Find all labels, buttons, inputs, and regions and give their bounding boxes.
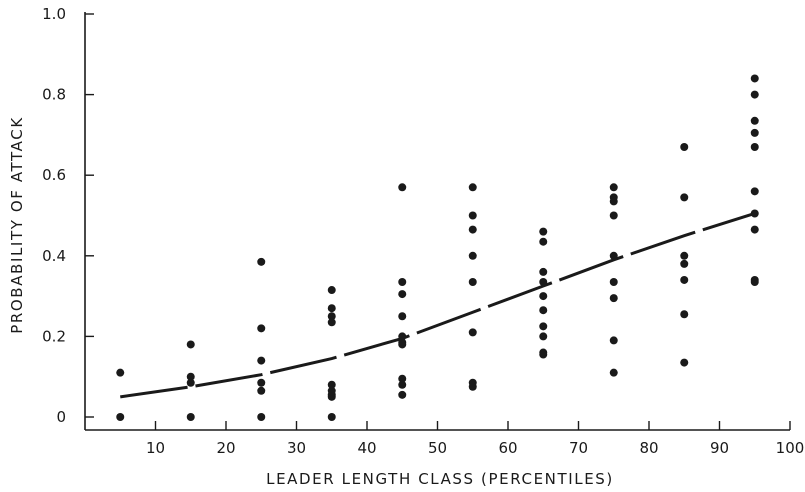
data-point <box>680 310 689 319</box>
data-point <box>539 306 548 315</box>
data-point <box>327 392 336 401</box>
data-point <box>609 294 618 303</box>
data-point <box>398 183 407 192</box>
y-axis-title: PROBABILITY OF ATTACK <box>8 116 26 334</box>
data-point <box>327 304 336 313</box>
data-point <box>750 74 759 83</box>
data-point <box>539 227 548 236</box>
data-point <box>750 277 759 286</box>
data-point <box>680 275 689 284</box>
data-point <box>468 225 477 234</box>
data-point <box>327 286 336 295</box>
data-point <box>539 277 548 286</box>
x-tick-label: 90 <box>710 439 729 457</box>
y-tick-label: 0.6 <box>42 166 66 184</box>
data-point <box>609 183 618 192</box>
data-point <box>468 277 477 286</box>
data-point <box>680 259 689 268</box>
data-point <box>186 340 195 349</box>
data-point <box>257 356 266 365</box>
data-point <box>186 372 195 381</box>
data-point <box>609 336 618 345</box>
data-point <box>750 209 759 218</box>
data-point <box>398 290 407 299</box>
y-axis-ticks: 0 0.2 0.4 0.6 0.8 1.0 <box>42 5 94 426</box>
data-point <box>539 267 548 276</box>
data-point <box>186 378 195 387</box>
y-tick-label: 0.4 <box>42 247 66 265</box>
data-point <box>398 390 407 399</box>
x-tick-label: 20 <box>216 439 235 457</box>
data-point <box>539 350 548 359</box>
data-point <box>257 257 266 266</box>
y-tick-label: 1.0 <box>42 5 66 23</box>
x-tick-label: 50 <box>428 439 447 457</box>
data-point <box>539 322 548 331</box>
data-point <box>750 90 759 99</box>
x-tick-label: 100 <box>776 439 805 457</box>
data-point <box>750 187 759 196</box>
x-tick-label: 60 <box>498 439 517 457</box>
fitted-curve <box>120 212 756 399</box>
data-point <box>680 358 689 367</box>
x-tick-label: 40 <box>357 439 376 457</box>
x-tick-label: 80 <box>639 439 658 457</box>
data-point <box>327 380 336 389</box>
data-point <box>398 374 407 383</box>
x-tick-label: 70 <box>569 439 588 457</box>
data-point <box>468 251 477 260</box>
data-point <box>257 413 266 421</box>
data-point <box>609 277 618 286</box>
data-points <box>116 74 759 421</box>
data-point <box>539 332 548 341</box>
data-point <box>257 386 266 395</box>
data-point <box>186 413 195 421</box>
fitted-curve-line <box>120 212 756 399</box>
data-point <box>257 378 266 387</box>
data-point <box>398 332 407 341</box>
data-point <box>468 328 477 337</box>
data-point <box>116 368 125 377</box>
data-point <box>327 312 336 321</box>
axes <box>84 12 790 431</box>
data-point <box>609 368 618 377</box>
data-point <box>327 318 336 327</box>
data-point <box>750 142 759 151</box>
data-point <box>468 183 477 192</box>
y-tick-label: 0.2 <box>42 327 66 345</box>
data-point <box>609 197 618 206</box>
data-point <box>539 237 548 246</box>
data-point <box>327 413 336 421</box>
data-point <box>398 340 407 349</box>
data-point <box>468 211 477 220</box>
y-tick-label: 0.8 <box>42 86 66 104</box>
data-point <box>398 277 407 286</box>
data-point <box>680 142 689 151</box>
data-point <box>116 413 125 421</box>
data-point <box>680 251 689 260</box>
data-point <box>398 380 407 389</box>
data-point <box>539 292 548 301</box>
data-point <box>750 225 759 234</box>
data-point <box>750 116 759 125</box>
data-point <box>468 382 477 391</box>
y-tick-label: 0 <box>56 408 66 426</box>
x-axis-title: LEADER LENGTH CLASS (PERCENTILES) <box>266 470 614 488</box>
x-tick-label: 10 <box>146 439 165 457</box>
data-point <box>680 193 689 202</box>
data-point <box>750 128 759 137</box>
x-axis-ticks: 10 20 30 40 50 60 70 80 90 100 <box>146 421 804 457</box>
data-point <box>398 312 407 321</box>
data-point <box>257 324 266 333</box>
x-tick-label: 30 <box>287 439 306 457</box>
data-point <box>609 211 618 220</box>
data-point <box>609 251 618 260</box>
